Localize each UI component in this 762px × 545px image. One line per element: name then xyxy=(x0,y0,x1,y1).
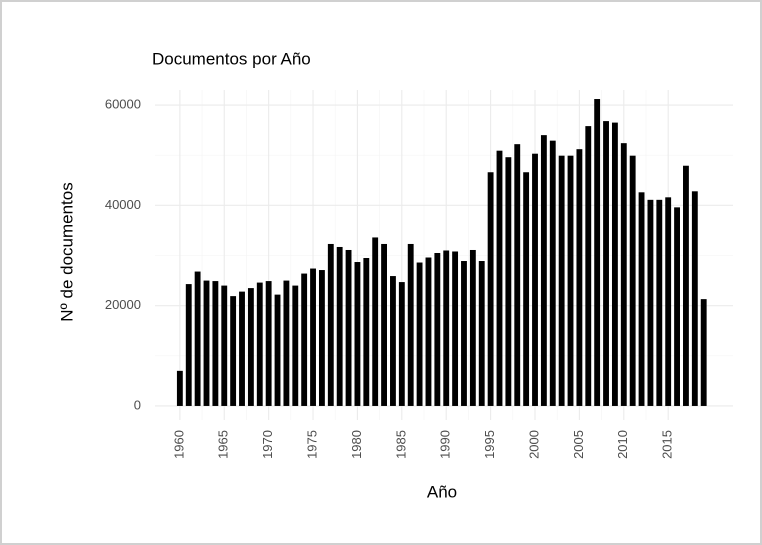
bar xyxy=(256,282,263,406)
bar xyxy=(407,243,414,406)
bar xyxy=(336,246,343,406)
bar xyxy=(523,172,530,406)
bar xyxy=(176,370,183,406)
bar xyxy=(665,197,672,406)
bar xyxy=(452,251,459,406)
x-tick-label: 1965 xyxy=(216,430,231,459)
x-tick-label: 1995 xyxy=(482,430,497,459)
bar xyxy=(434,252,441,406)
bar xyxy=(292,285,299,406)
y-axis-label: Nº de documentos xyxy=(57,182,76,321)
bar xyxy=(487,172,494,406)
x-tick-label: 2000 xyxy=(526,430,541,459)
bar xyxy=(425,257,432,406)
bar xyxy=(390,276,396,406)
bar xyxy=(478,261,485,406)
bar xyxy=(576,149,583,406)
bar xyxy=(567,155,574,406)
bar xyxy=(674,207,680,406)
bar xyxy=(647,199,654,406)
bar xyxy=(558,155,565,406)
bar xyxy=(638,192,645,406)
bar xyxy=(594,99,601,406)
bar xyxy=(212,281,219,406)
x-tick-label: 1980 xyxy=(349,430,364,459)
bar xyxy=(505,157,512,406)
bar xyxy=(194,271,201,406)
bar xyxy=(203,280,210,406)
y-tick-label: 20000 xyxy=(105,297,141,312)
bar xyxy=(540,135,547,406)
bar xyxy=(372,237,379,406)
bar xyxy=(603,121,609,406)
bar xyxy=(398,282,405,406)
bar xyxy=(221,285,228,406)
x-tick-label: 1990 xyxy=(438,430,453,459)
bar xyxy=(461,261,467,406)
bar xyxy=(514,144,521,406)
x-axis-label: Año xyxy=(427,482,457,501)
x-tick-label: 2005 xyxy=(571,430,586,459)
bar xyxy=(239,291,245,406)
bar xyxy=(327,243,334,406)
bar xyxy=(301,273,308,406)
bar xyxy=(185,284,192,406)
x-tick-label: 1960 xyxy=(171,430,186,459)
bar xyxy=(318,270,325,406)
bar xyxy=(532,153,538,406)
bar xyxy=(620,143,627,406)
bar xyxy=(247,288,254,406)
y-tick-label: 60000 xyxy=(105,96,141,111)
bar xyxy=(354,262,361,406)
bar xyxy=(274,294,281,406)
x-tick-label: 2015 xyxy=(660,430,675,459)
bar xyxy=(656,199,663,406)
bar xyxy=(469,249,476,406)
chart-title: Documentos por Año xyxy=(152,49,311,68)
bar xyxy=(381,243,387,406)
bar xyxy=(230,296,237,406)
x-tick-label: 2010 xyxy=(615,430,630,459)
bar xyxy=(629,155,636,406)
bar xyxy=(363,258,370,406)
x-tick-label: 1975 xyxy=(304,430,319,459)
bar xyxy=(611,122,618,406)
bar xyxy=(443,250,450,406)
bar xyxy=(691,191,698,406)
bar xyxy=(265,281,272,406)
bar xyxy=(683,165,689,406)
bar xyxy=(700,299,707,406)
bar xyxy=(496,150,503,406)
y-tick-label: 40000 xyxy=(105,197,141,212)
y-tick-label: 0 xyxy=(134,397,141,412)
bar xyxy=(549,140,556,406)
bar xyxy=(416,262,423,406)
bar xyxy=(283,280,290,406)
x-tick-label: 1985 xyxy=(393,430,408,459)
bar xyxy=(585,126,592,406)
bar xyxy=(345,249,352,406)
bar xyxy=(310,268,316,406)
x-tick-label: 1970 xyxy=(260,430,275,459)
